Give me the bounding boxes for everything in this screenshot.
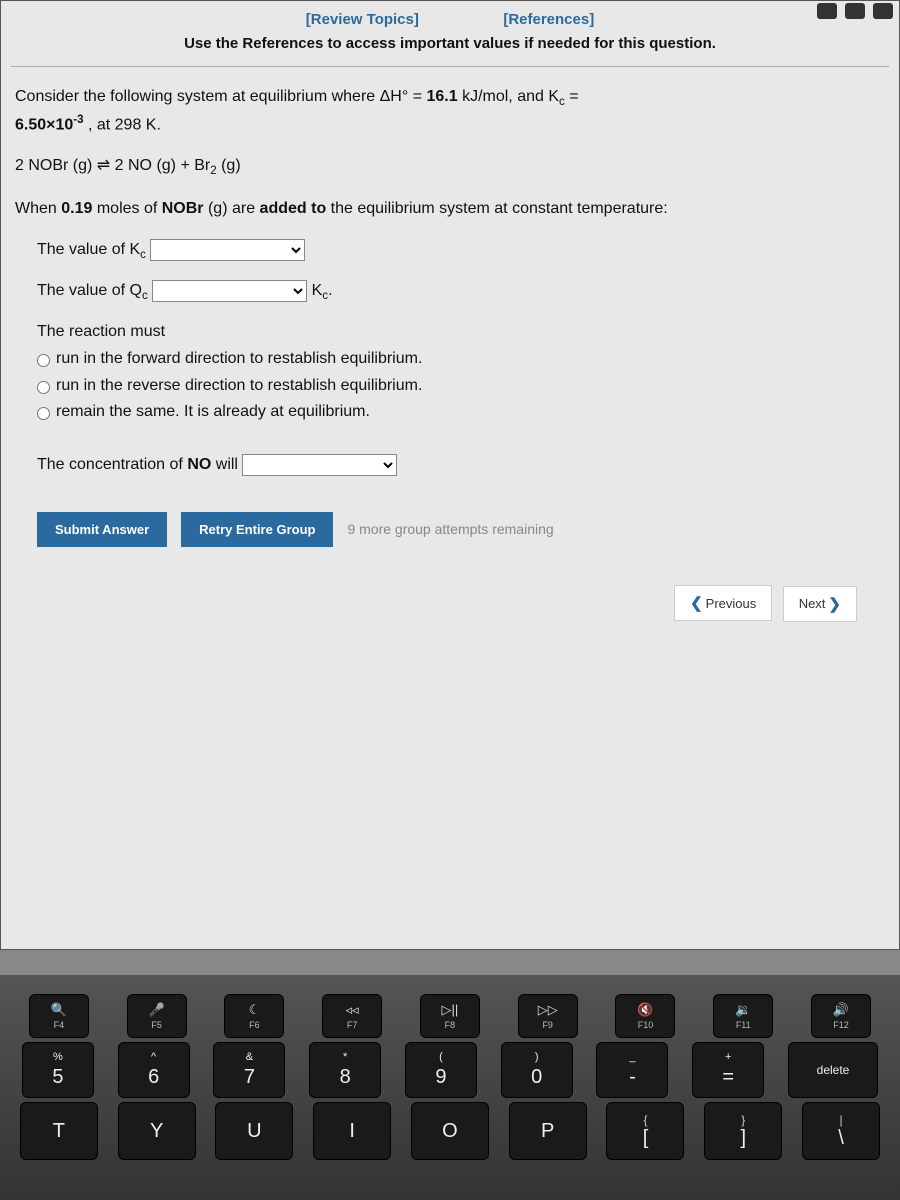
conc-label-a: The concentration of (37, 456, 187, 473)
key-0: )0 (501, 1042, 573, 1098)
previous-button[interactable]: ❮ Previous (674, 585, 772, 621)
previous-label: Previous (706, 596, 757, 611)
key-t: T (20, 1102, 98, 1160)
reaction-must-label: The reaction must (37, 320, 885, 345)
option-same-label: remain the same. It is already at equili… (56, 400, 370, 425)
next-label: Next (799, 596, 826, 611)
eqn-lhs: 2 NOBr (g) (15, 157, 92, 174)
key-bracket: {[ (606, 1102, 684, 1160)
eqn-rhs-a: 2 NO (g) + Br (115, 157, 211, 174)
key-f11: 🔉F11 (713, 994, 773, 1038)
intro-text-a: Consider the following system at equilib… (15, 88, 426, 105)
perturb-moles: 0.19 (61, 200, 92, 217)
key-i: I (313, 1102, 391, 1160)
top-links: [Review Topics] [References] (1, 1, 899, 35)
chevron-right-icon: ❯ (828, 595, 841, 613)
question-intro: Consider the following system at equilib… (15, 85, 885, 138)
qc-tail-k: K (312, 282, 323, 299)
question-window: [Review Topics] [References] Use the Ref… (0, 0, 900, 950)
key-y: Y (118, 1102, 196, 1160)
key-f9: ▷▷F9 (518, 994, 578, 1038)
key-f10: 🔇F10 (615, 994, 675, 1038)
key-f4: 🔍F4 (29, 994, 89, 1038)
conc-species: NO (187, 456, 211, 473)
concentration-dropdown[interactable] (242, 454, 397, 476)
question-content: Consider the following system at equilib… (1, 67, 899, 654)
perturb-action: added to (260, 200, 327, 217)
qc-label: The value of Q (37, 282, 142, 299)
nav-row: ❮ Previous Next ❯ (15, 571, 885, 636)
letter-key-row: TYUIOP {[}] |\ (10, 1102, 890, 1160)
option-reverse-label: run in the reverse direction to restabli… (56, 374, 422, 399)
attempts-remaining: 9 more group attempts remaining (347, 519, 553, 541)
kc-dropdown[interactable] (150, 239, 305, 261)
eqn-rhs-b: (g) (217, 157, 241, 174)
key-f7: ◃◃F7 (322, 994, 382, 1038)
qc-sub: c (142, 290, 148, 302)
reference-note: Use the References to access important v… (1, 35, 899, 66)
key-f12: 🔊F12 (811, 994, 871, 1038)
perturb-species: NOBr (162, 200, 204, 217)
key-o: O (411, 1102, 489, 1160)
intro-text-c: = (565, 88, 579, 105)
qc-tail-dot: . (328, 282, 332, 299)
perturb-a: When (15, 200, 61, 217)
key-5: %5 (22, 1042, 94, 1098)
kc-value: 6.50×10 (15, 116, 73, 133)
qc-question-row: The value of Qc Kc. (37, 279, 885, 306)
physical-keyboard: 🔍F4 🎤F5 ☾F6 ◃◃F7 ▷||F8 ▷▷F9 🔇F10 🔉F11 🔊F12 %5 ^6&… (0, 975, 900, 1200)
next-button[interactable]: Next ❯ (783, 586, 857, 622)
key-u: U (215, 1102, 293, 1160)
references-link[interactable]: [References] (503, 11, 594, 28)
perturb-c: (g) are (204, 200, 260, 217)
key-f5: 🎤F5 (127, 994, 187, 1038)
kc-label: The value of K (37, 241, 140, 258)
key-delete: delete (788, 1042, 878, 1098)
key-f8: ▷||F8 (420, 994, 480, 1038)
temperature-text: , at 298 K. (84, 116, 161, 133)
key-9: (9 (405, 1042, 477, 1098)
kc-exponent: -3 (73, 114, 83, 126)
perturb-d: the equilibrium system at constant tempe… (326, 200, 668, 217)
key-f6: ☾F6 (224, 994, 284, 1038)
key-7: &7 (213, 1042, 285, 1098)
radio-same[interactable] (37, 407, 50, 420)
perturbation-text: When 0.19 moles of NOBr (g) are added to… (15, 197, 885, 222)
key-bracket: }] (704, 1102, 782, 1160)
key-6: ^6 (118, 1042, 190, 1098)
key--: _- (596, 1042, 668, 1098)
function-key-row: 🔍F4 🎤F5 ☾F6 ◃◃F7 ▷||F8 ▷▷F9 🔇F10 🔉F11 🔊F12 (10, 994, 890, 1038)
submit-button[interactable]: Submit Answer (37, 512, 167, 547)
concentration-row: The concentration of NO will (37, 453, 885, 478)
key-=: += (692, 1042, 764, 1098)
kc-sub: c (140, 249, 146, 261)
perturb-b: moles of (92, 200, 161, 217)
radio-reverse[interactable] (37, 381, 50, 394)
key-p: P (509, 1102, 587, 1160)
kc-question-row: The value of Kc (37, 238, 885, 265)
eqn-arrow: ⇌ (97, 157, 110, 174)
chemical-equation: 2 NOBr (g) ⇌ 2 NO (g) + Br2 (g) (15, 154, 885, 181)
key-8: *8 (309, 1042, 381, 1098)
delta-h-value: 16.1 (426, 88, 457, 105)
intro-text-b: kJ/mol, and K (458, 88, 559, 105)
browser-chrome-icons (815, 1, 895, 21)
retry-button[interactable]: Retry Entire Group (181, 512, 333, 547)
radio-forward[interactable] (37, 354, 50, 367)
chevron-left-icon: ❮ (690, 594, 703, 612)
option-forward-label: run in the forward direction to restabli… (56, 347, 422, 372)
number-key-row: %5 ^6&7 *8 (9 )0 _- += delete (10, 1042, 890, 1098)
reaction-direction-group: The reaction must run in the forward dir… (37, 320, 885, 425)
qc-dropdown[interactable] (152, 280, 307, 302)
review-topics-link[interactable]: [Review Topics] (306, 11, 419, 28)
conc-label-b: will (211, 456, 238, 473)
action-button-row: Submit Answer Retry Entire Group 9 more … (37, 512, 885, 547)
key-backslash: |\ (802, 1102, 880, 1160)
